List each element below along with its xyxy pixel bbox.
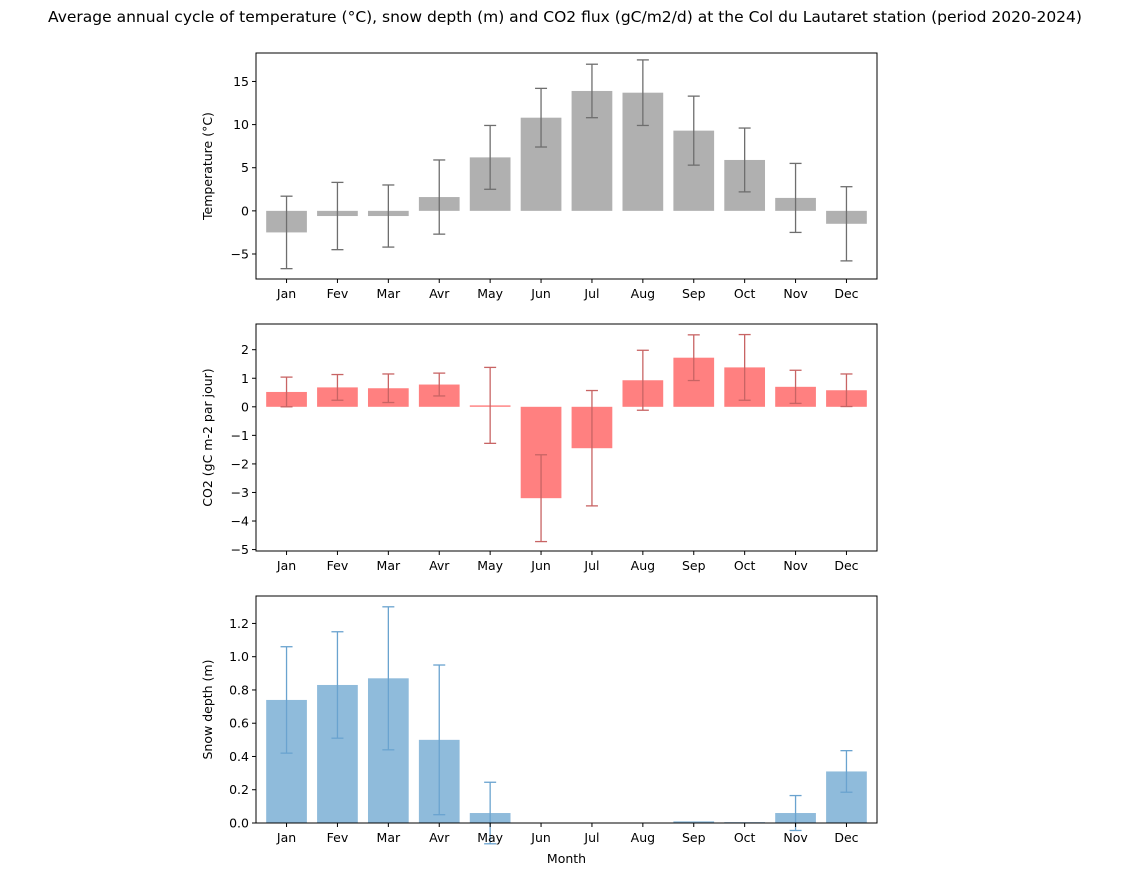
x-tick-label: Avr — [429, 558, 450, 573]
x-tick-label: Nov — [783, 830, 808, 845]
error-bar-oct — [738, 333, 751, 401]
x-tick-label: Avr — [429, 830, 450, 845]
x-tick-label: Aug — [631, 830, 655, 845]
x-tick-label: Jun — [530, 558, 551, 573]
x-tick-label: Nov — [783, 558, 808, 573]
error-bar-oct — [738, 127, 751, 193]
error-bar-sep — [687, 334, 700, 382]
error-bar-mar — [382, 184, 395, 248]
y-tick-label: −5 — [231, 542, 249, 557]
x-tick-label: Sep — [682, 830, 706, 845]
chart-panel-2: Jan Fev Mar Avr May Jun Jul Aug Sep Oct Nov Dec −5 −4… — [200, 323, 878, 573]
x-tick-label: May — [477, 558, 503, 573]
x-axis-label: Month — [547, 851, 586, 866]
axes-frame — [255, 323, 878, 552]
chart-panel-1: Jan Fev Mar Avr May Jun Jul Aug Sep Oct Nov Dec −5 0 5… — [200, 52, 878, 301]
axes-frame — [255, 52, 878, 280]
x-tick-label: Jul — [583, 558, 599, 573]
x-tick-label: Mar — [377, 558, 401, 573]
y-tick-label: 0.6 — [229, 716, 249, 731]
y-tick-label: 0.2 — [229, 782, 249, 797]
bar-sep — [673, 821, 715, 823]
y-tick-label: 5 — [241, 160, 249, 175]
x-tick-label: Dec — [834, 830, 858, 845]
error-bar-fev — [331, 373, 344, 401]
x-tick-label: Oct — [734, 286, 756, 301]
error-bar-mar — [382, 373, 395, 404]
x-tick-label: Jan — [276, 830, 296, 845]
error-bar-dec — [840, 186, 853, 262]
y-tick-label: 0 — [241, 399, 249, 414]
y-tick-label: 0.8 — [229, 682, 249, 697]
x-tick-label: Jan — [276, 558, 296, 573]
x-tick-label: Nov — [783, 286, 808, 301]
error-bar-fev — [331, 631, 344, 739]
x-tick-label: Oct — [734, 830, 756, 845]
error-bar-sep — [687, 95, 700, 166]
y-tick-label: 1.2 — [229, 616, 249, 631]
x-tick-label: Fev — [327, 830, 349, 845]
error-bar-avr — [433, 372, 446, 397]
axes-frame — [255, 595, 878, 824]
error-bar-jan — [280, 646, 293, 754]
y-axis-label: Temperature (°C) — [200, 112, 215, 221]
figure-title: Average annual cycle of temperature (°C)… — [48, 8, 1082, 26]
y-tick-label: 10 — [233, 117, 249, 132]
y-axis-label: CO2 (gC m-2 par jour) — [200, 368, 215, 506]
y-tick-label: −5 — [231, 246, 249, 261]
error-bar-may — [484, 781, 497, 845]
error-bar-dec — [840, 750, 853, 793]
error-bar-avr — [433, 664, 446, 816]
error-bar-jul — [585, 63, 598, 119]
x-tick-label: May — [477, 286, 503, 301]
y-tick-label: 2 — [241, 342, 249, 357]
x-tick-label: Aug — [631, 558, 655, 573]
x-tick-label: Jan — [276, 286, 296, 301]
x-tick-label: Fev — [327, 286, 349, 301]
y-tick-label: 0.0 — [229, 816, 249, 831]
x-tick-label: Sep — [682, 286, 706, 301]
error-bar-mar — [382, 606, 395, 751]
error-bar-jul — [585, 389, 598, 507]
y-tick-label: −4 — [231, 514, 249, 529]
x-tick-label: Avr — [429, 286, 450, 301]
y-tick-label: 15 — [233, 74, 249, 89]
y-tick-label: −1 — [231, 428, 249, 443]
x-tick-label: Mar — [377, 830, 401, 845]
x-tick-label: Jul — [583, 830, 599, 845]
error-bar-may — [484, 124, 497, 190]
x-tick-label: Fev — [327, 558, 349, 573]
x-tick-label: Mar — [377, 286, 401, 301]
chart-panel-3: Jan Fev Mar Avr May Jun Jul Aug Sep Oct Nov Dec 0.0 0… — [200, 595, 878, 866]
x-tick-label: Jul — [583, 286, 599, 301]
y-tick-label: 1 — [241, 371, 249, 386]
x-tick-label: Sep — [682, 558, 706, 573]
y-tick-label: 1.0 — [229, 649, 249, 664]
error-bar-nov — [789, 162, 802, 234]
x-tick-label: Dec — [834, 558, 858, 573]
x-tick-label: Jun — [530, 286, 551, 301]
x-tick-label: Aug — [631, 286, 655, 301]
error-bar-jun — [535, 454, 548, 543]
error-bar-aug — [636, 349, 649, 411]
error-bar-aug — [636, 59, 649, 127]
x-tick-label: May — [477, 830, 503, 845]
y-tick-label: −2 — [231, 456, 249, 471]
error-bar-dec — [840, 373, 853, 408]
error-bar-fev — [331, 181, 344, 251]
error-bar-jan — [280, 195, 293, 270]
error-bar-jun — [535, 87, 548, 148]
y-tick-label: −3 — [231, 485, 249, 500]
x-tick-label: Jun — [530, 830, 551, 845]
x-tick-label: Dec — [834, 286, 858, 301]
error-bar-nov — [789, 369, 802, 405]
x-tick-label: Oct — [734, 558, 756, 573]
error-bar-may — [484, 366, 497, 445]
error-bar-jan — [280, 376, 293, 408]
error-bar-avr — [433, 159, 446, 235]
y-tick-label: 0.4 — [229, 749, 249, 764]
y-tick-label: 0 — [241, 203, 249, 218]
y-axis-label: Snow depth (m) — [200, 660, 215, 760]
